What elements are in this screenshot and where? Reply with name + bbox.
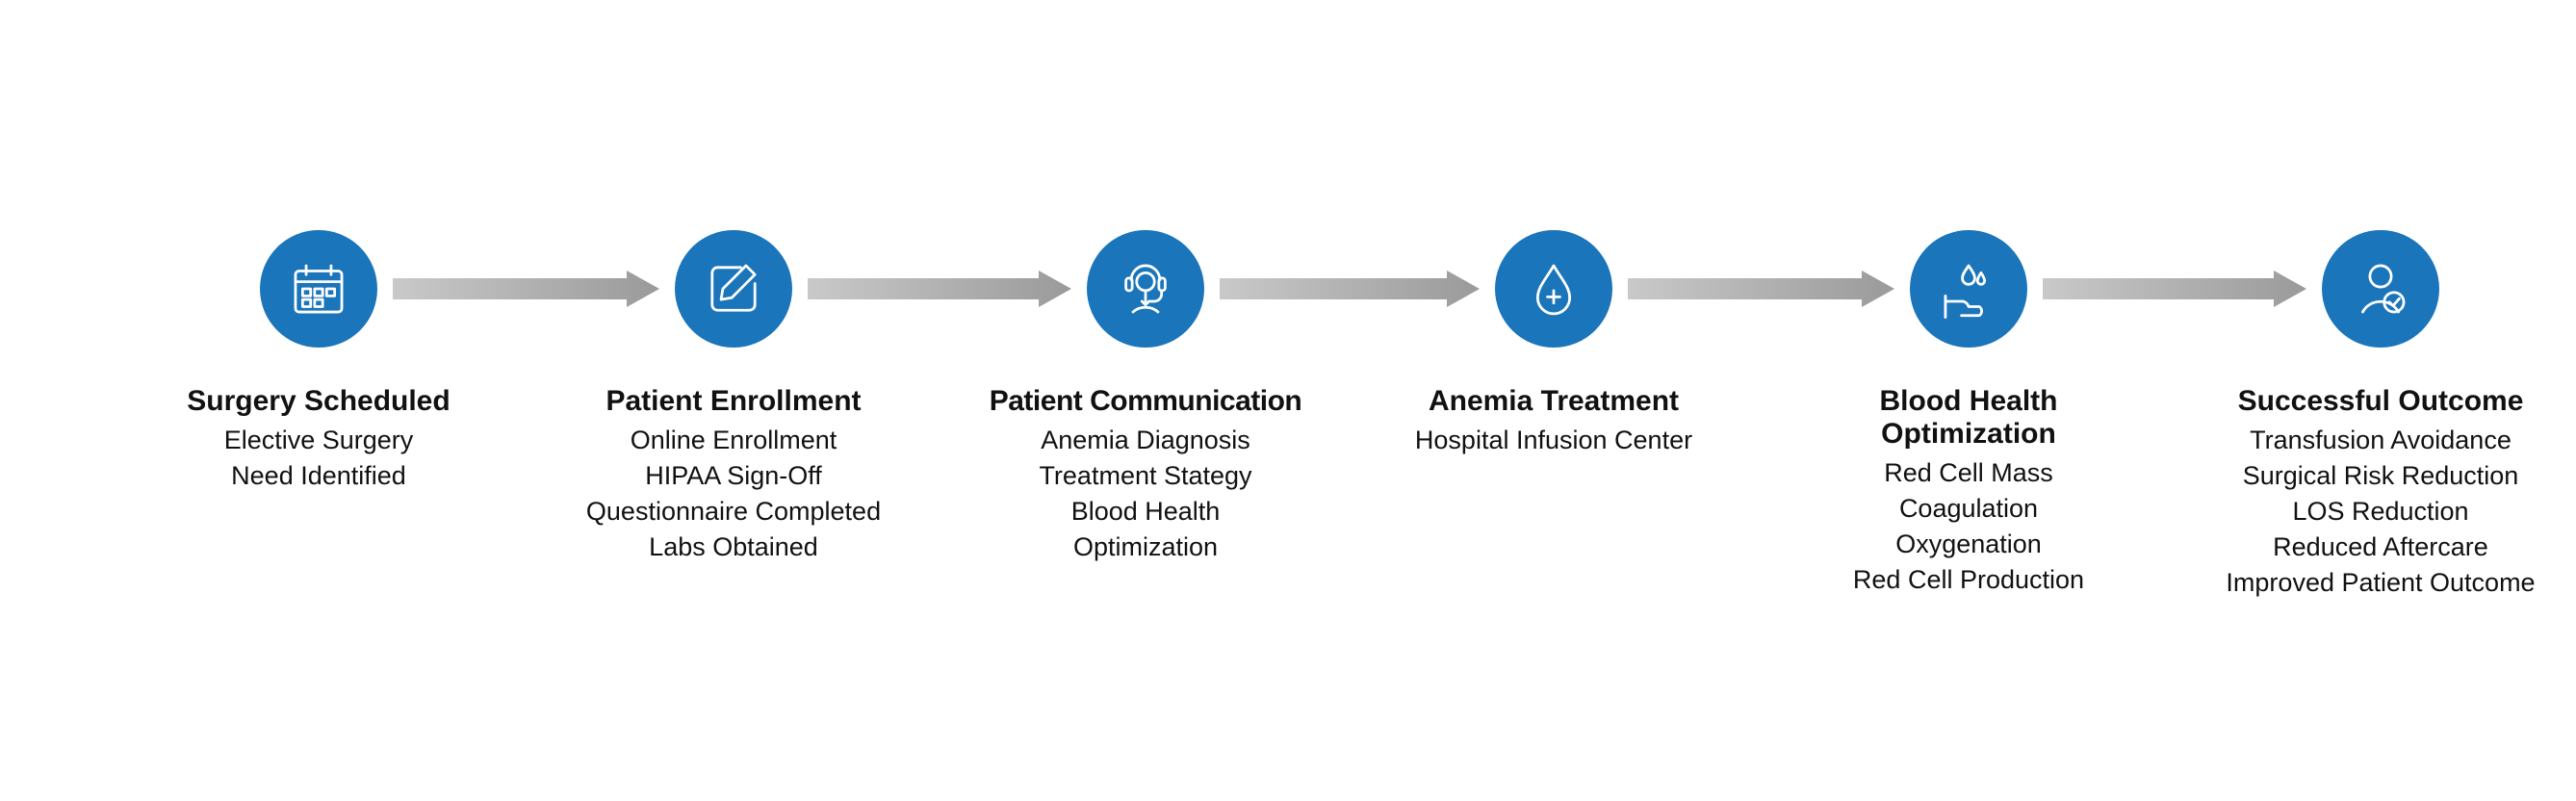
step-text-5: Blood Health Optimization Red Cell Mass Co… xyxy=(1795,385,2142,601)
step-text-3: Patient Communication Anemia Diagnosis Tre… xyxy=(943,385,1348,568)
step-title: Blood Health Optimization xyxy=(1795,385,2142,451)
arrow-5 xyxy=(2043,271,2306,307)
step-item: Anemia Diagnosis xyxy=(943,426,1348,455)
step-text-1: Surgery Scheduled Elective Surgery Need Id… xyxy=(145,385,492,497)
step-title: Successful Outcome xyxy=(2169,385,2576,418)
step-item: Improved Patient Outcome xyxy=(2169,568,2576,598)
step-node-2 xyxy=(675,230,792,348)
step-item: Blood Health xyxy=(943,497,1348,527)
arrow-3 xyxy=(1220,271,1480,307)
calendar-icon xyxy=(283,253,354,324)
step-node-5 xyxy=(1910,230,2027,348)
hand-drop-icon xyxy=(1933,253,2004,324)
step-text-6: Successful Outcome Transfusion Avoidance S… xyxy=(2169,385,2576,604)
step-item: Coagulation xyxy=(1795,494,2142,524)
blood-drop-icon xyxy=(1518,253,1589,324)
step-node-3 xyxy=(1087,230,1204,348)
step-item: Questionnaire Completed xyxy=(531,497,936,527)
step-item: Reduced Aftercare xyxy=(2169,532,2576,562)
arrow-4 xyxy=(1628,271,1894,307)
step-item: Red Cell Mass xyxy=(1795,458,2142,488)
step-text-2: Patient Enrollment Online Enrollment HIPAA… xyxy=(531,385,936,568)
step-item: HIPAA Sign-Off xyxy=(531,461,936,491)
step-node-6 xyxy=(2322,230,2439,348)
step-item: Online Enrollment xyxy=(531,426,936,455)
step-item: LOS Reduction xyxy=(2169,497,2576,527)
edit-icon xyxy=(698,253,769,324)
step-item: Red Cell Production xyxy=(1795,565,2142,595)
step-item: Oxygenation xyxy=(1795,530,2142,559)
step-title: Surgery Scheduled xyxy=(145,385,492,418)
step-item: Labs Obtained xyxy=(531,532,936,562)
person-check-icon xyxy=(2345,253,2416,324)
step-item: Surgical Risk Reduction xyxy=(2169,461,2576,491)
headset-icon xyxy=(1110,253,1181,324)
step-item: Need Identified xyxy=(145,461,492,491)
step-item: Elective Surgery xyxy=(145,426,492,455)
step-title: Patient Communication xyxy=(943,385,1348,418)
step-item: Treatment Stategy xyxy=(943,461,1348,491)
step-item: Hospital Infusion Center xyxy=(1352,426,1756,455)
process-flow: Surgery Scheduled Elective Surgery Need Id… xyxy=(0,0,2576,801)
arrow-1 xyxy=(393,271,659,307)
step-title: Patient Enrollment xyxy=(531,385,936,418)
step-item: Optimization xyxy=(943,532,1348,562)
step-node-1 xyxy=(260,230,377,348)
step-node-4 xyxy=(1495,230,1612,348)
step-item: Transfusion Avoidance xyxy=(2169,426,2576,455)
step-title: Anemia Treatment xyxy=(1352,385,1756,418)
arrow-2 xyxy=(808,271,1071,307)
step-text-4: Anemia Treatment Hospital Infusion Center xyxy=(1352,385,1756,461)
